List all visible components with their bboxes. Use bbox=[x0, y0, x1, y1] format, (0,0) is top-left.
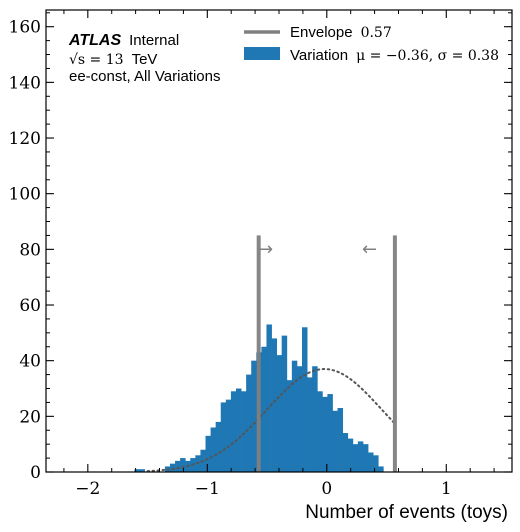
histogram-bar bbox=[251, 360, 257, 472]
arrow-left-icon: ← bbox=[362, 239, 377, 260]
histogram-bar bbox=[266, 324, 272, 472]
histogram-bar bbox=[134, 469, 140, 472]
histogram-bar bbox=[205, 435, 211, 472]
histogram-bar bbox=[225, 399, 232, 472]
selection-label: ee-const, All Variations bbox=[69, 68, 220, 85]
histogram-bar bbox=[302, 327, 308, 472]
envelope-lines bbox=[256, 235, 397, 472]
atlas-label: ATLAS Internal √s = 13 TeV ee-const, All… bbox=[68, 32, 220, 85]
x-tick-label: 0 bbox=[321, 479, 332, 499]
y-tick-label: 60 bbox=[19, 296, 41, 316]
y-tick-label: 0 bbox=[30, 463, 41, 483]
histogram-bar bbox=[312, 366, 318, 472]
y-tick-label: 80 bbox=[19, 240, 41, 260]
histogram-bar bbox=[357, 441, 364, 472]
histogram-bar bbox=[291, 360, 298, 472]
histogram-bar bbox=[235, 388, 242, 472]
histogram-bar bbox=[327, 394, 333, 472]
svg-text:Envelope 0.57: Envelope 0.57 bbox=[290, 24, 392, 41]
histogram-bar bbox=[276, 355, 283, 472]
histogram-bar bbox=[307, 377, 313, 472]
histogram-bar bbox=[271, 338, 278, 472]
histogram-bar bbox=[139, 469, 145, 472]
histogram-bar bbox=[362, 444, 369, 472]
x-tick-label: −1 bbox=[195, 479, 220, 499]
atlas-status-text: Internal bbox=[129, 32, 179, 49]
svg-text:√s = 13 TeV: √s = 13 TeV bbox=[69, 51, 157, 68]
histogram-bar bbox=[347, 438, 354, 472]
y-tick-label: 120 bbox=[9, 129, 41, 149]
x-axis: −2 −1 0 1 bbox=[63, 10, 495, 499]
histogram-bar bbox=[352, 444, 359, 472]
histogram-bar bbox=[169, 463, 176, 472]
histogram-bar bbox=[342, 433, 349, 472]
histogram-bar bbox=[180, 458, 186, 472]
y-tick-label: 40 bbox=[19, 352, 41, 372]
histogram-bar bbox=[230, 391, 237, 472]
legend-variation-label: Variation bbox=[290, 47, 348, 64]
legend: Envelope 0.57 Variation μ = −0.36, σ = 0… bbox=[244, 24, 499, 64]
x-tick-label: 1 bbox=[441, 479, 452, 499]
energy-unit: TeV bbox=[132, 51, 158, 68]
legend-variation-stats: μ = −0.36, σ = 0.38 bbox=[356, 48, 499, 64]
x-tick-label: −2 bbox=[75, 479, 100, 499]
histogram-bar bbox=[337, 407, 344, 472]
energy-value: √s = 13 bbox=[69, 52, 124, 68]
y-tick-label: 160 bbox=[9, 18, 41, 38]
histogram-bar bbox=[215, 421, 222, 472]
histogram-bar bbox=[332, 410, 338, 472]
histogram-bar bbox=[373, 455, 379, 472]
histogram-bar bbox=[220, 402, 227, 472]
histogram-bar bbox=[246, 374, 252, 472]
histogram-bar bbox=[322, 396, 328, 472]
histogram-bars bbox=[134, 324, 384, 472]
histogram-bar bbox=[378, 466, 384, 472]
y-tick-label: 20 bbox=[19, 407, 41, 427]
legend-envelope-value: 0.57 bbox=[361, 25, 392, 41]
histogram-bar bbox=[175, 460, 181, 472]
legend-variation-swatch bbox=[244, 47, 280, 60]
histogram-bar bbox=[241, 391, 247, 472]
fit-curve-path bbox=[146, 368, 398, 473]
y-tick-label: 140 bbox=[9, 73, 41, 93]
y-tick-label: 100 bbox=[9, 185, 41, 205]
histogram-bar bbox=[286, 380, 293, 472]
histogram-bar bbox=[317, 391, 323, 472]
svg-text:Variation μ = −0.36, σ =: Variation μ = −0.36, σ = 0.38 bbox=[290, 47, 499, 64]
gaussian-fit-curve bbox=[146, 368, 398, 473]
histogram-bar bbox=[210, 427, 217, 472]
arrow-right-icon: → bbox=[258, 239, 273, 260]
histogram-bar bbox=[296, 366, 303, 472]
y-axis: 0 20 40 60 80 100 120 140 160 bbox=[9, 12, 512, 483]
histogram-bar bbox=[281, 335, 288, 472]
histogram-bar bbox=[368, 452, 374, 472]
svg-text:ATLAS Internal: ATLAS Internal bbox=[68, 32, 179, 49]
x-axis-title: Number of events (toys) bbox=[305, 502, 508, 523]
histogram-bar bbox=[261, 346, 267, 472]
legend-envelope-label: Envelope bbox=[290, 24, 353, 41]
atlas-logo-text: ATLAS bbox=[68, 32, 121, 49]
